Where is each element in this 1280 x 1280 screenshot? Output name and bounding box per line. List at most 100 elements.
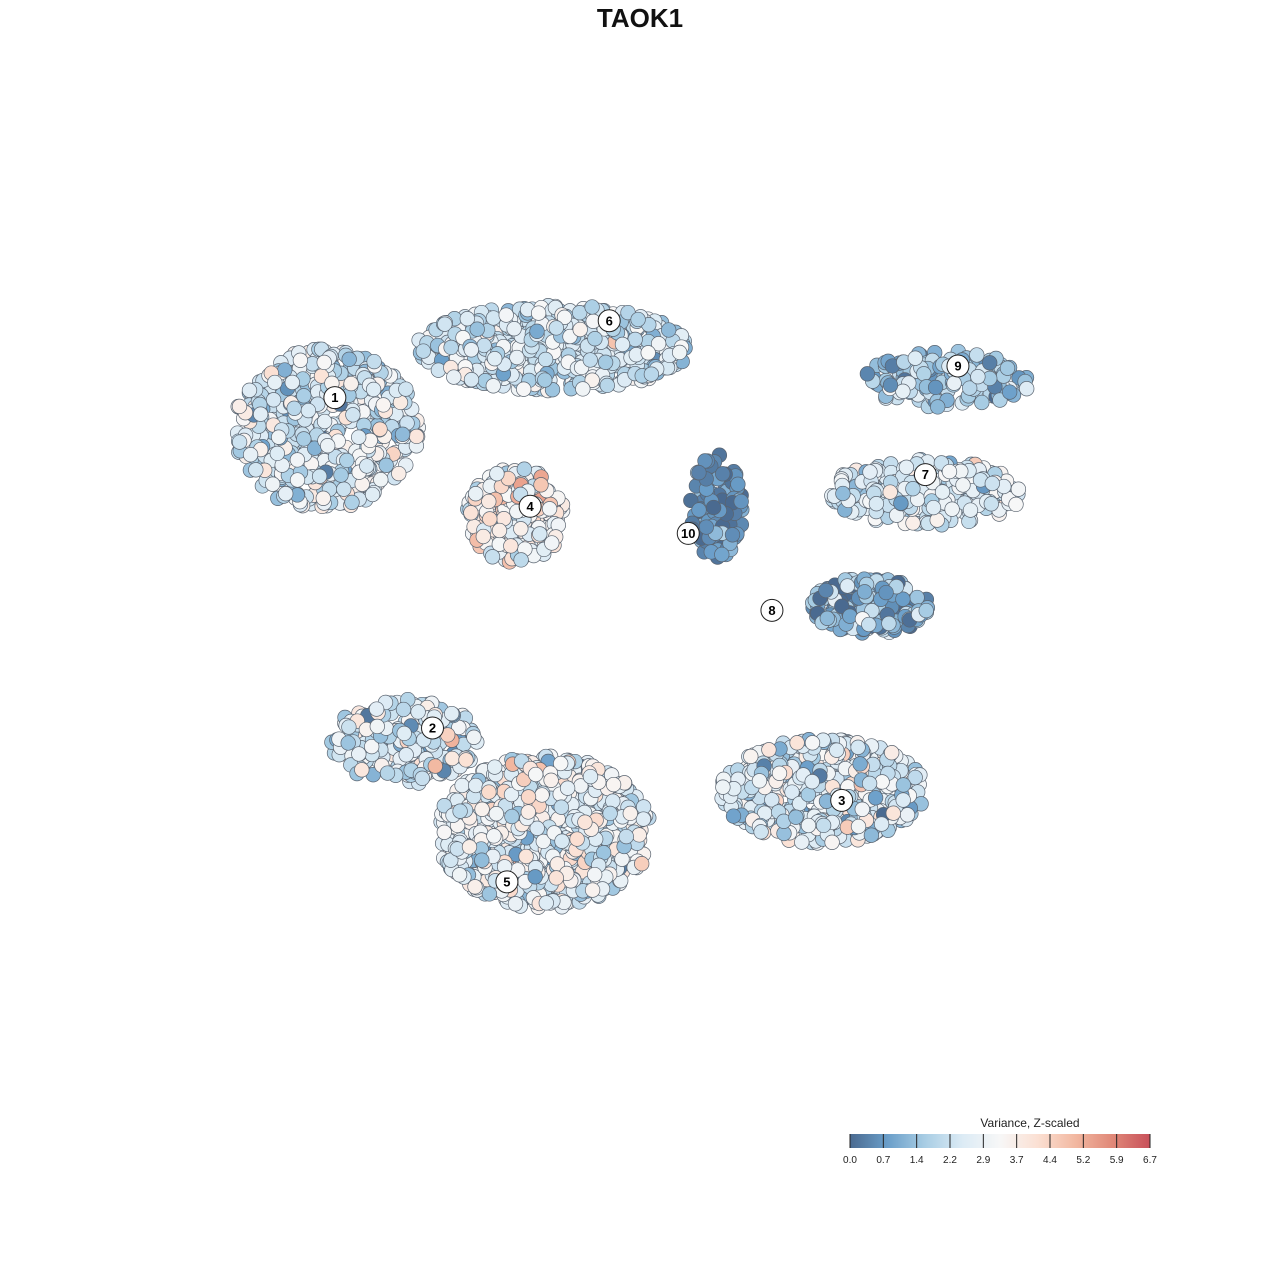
legend-tick-label: 0.0	[843, 1155, 857, 1166]
data-point	[878, 584, 894, 601]
cluster-label-badge	[913, 463, 937, 487]
cluster-label-badge	[946, 354, 970, 378]
data-point	[881, 615, 897, 632]
data-point	[705, 499, 722, 516]
data-point	[725, 808, 742, 824]
data-point	[351, 429, 367, 445]
data-point	[368, 701, 385, 717]
data-point	[398, 747, 414, 763]
data-point	[1002, 384, 1018, 400]
data-point	[577, 814, 593, 830]
data-point	[475, 528, 491, 545]
data-point	[839, 578, 856, 594]
cluster-label-text: 8	[768, 603, 775, 618]
data-point	[278, 486, 294, 502]
cluster-label-badge	[597, 309, 621, 333]
data-point	[463, 505, 479, 521]
legend-color-bar	[850, 1134, 1150, 1148]
cluster-label-text: 3	[838, 793, 845, 808]
legend-tick-label: 0.7	[876, 1155, 890, 1166]
data-point	[395, 701, 412, 718]
data-point	[863, 827, 880, 843]
data-point	[444, 705, 460, 722]
data-point	[983, 496, 999, 512]
cluster-label-7: 7	[913, 463, 937, 487]
data-point	[513, 521, 529, 537]
legend-tick-label: 1.4	[910, 1155, 924, 1166]
data-point	[372, 421, 388, 437]
legend-tick-label: 2.9	[976, 1155, 990, 1166]
data-point	[506, 321, 522, 337]
data-point	[481, 886, 498, 902]
data-point	[572, 321, 588, 338]
cluster-label-4: 4	[518, 494, 542, 518]
data-point	[630, 311, 646, 328]
cluster-label-badge	[760, 598, 784, 622]
cluster-label-text: 10	[681, 526, 695, 541]
data-point	[819, 610, 835, 626]
data-point	[529, 820, 545, 836]
data-point	[650, 336, 667, 352]
cluster-label-text: 9	[954, 359, 961, 374]
data-point	[852, 756, 868, 772]
data-point	[631, 827, 647, 843]
data-point	[789, 735, 805, 751]
data-point	[584, 299, 600, 315]
data-point	[408, 428, 425, 445]
data-point	[466, 729, 482, 745]
data-point	[824, 834, 840, 850]
data-point	[575, 381, 591, 397]
color-legend: Variance, Z-scaled 0.0 0.7 1.4 2.2 2.9 3.7 4.4…	[843, 1116, 1157, 1166]
cluster-labels: 1 6 9 7 4 10 8 2 3 5	[323, 309, 970, 894]
data-point	[468, 486, 484, 502]
data-point	[474, 801, 490, 817]
data-point	[733, 493, 749, 510]
data-point	[375, 397, 391, 413]
chart-title: TAOK1	[597, 3, 683, 33]
cluster-label-text: 2	[429, 721, 436, 736]
data-point	[503, 786, 520, 803]
data-point	[535, 833, 551, 850]
data-point	[538, 895, 554, 911]
data-point	[520, 804, 536, 820]
data-point	[373, 472, 389, 488]
data-point	[614, 851, 630, 867]
data-point	[231, 434, 248, 450]
data-point	[436, 798, 452, 814]
data-point	[597, 354, 614, 370]
legend-tick-label: 3.7	[1010, 1155, 1024, 1166]
data-point	[509, 349, 525, 366]
data-point	[436, 824, 452, 840]
data-point	[369, 718, 385, 735]
data-point	[635, 811, 652, 827]
data-point	[533, 477, 549, 493]
points-layer	[229, 298, 1035, 915]
data-point	[691, 465, 707, 481]
data-point	[311, 468, 328, 484]
data-point	[446, 369, 462, 385]
data-point	[459, 311, 475, 327]
data-point	[974, 394, 990, 411]
data-point	[730, 476, 746, 492]
data-point	[698, 519, 714, 535]
cluster-label-text: 1	[331, 390, 338, 405]
data-point	[599, 377, 615, 394]
data-point	[661, 322, 677, 338]
data-point	[582, 352, 598, 368]
data-point	[398, 381, 414, 397]
data-point	[850, 818, 867, 835]
data-point	[532, 526, 548, 542]
data-point	[513, 552, 529, 568]
data-point	[336, 481, 352, 497]
data-point	[907, 350, 923, 366]
data-point	[764, 792, 780, 808]
cluster-label-badge	[830, 788, 854, 812]
data-point	[315, 490, 331, 506]
legend-tick-label: 4.4	[1043, 1155, 1057, 1166]
data-point	[415, 343, 431, 359]
data-point	[850, 739, 866, 755]
data-point	[516, 381, 532, 397]
data-point	[618, 828, 634, 845]
cluster-label-badge	[676, 521, 700, 545]
data-point	[643, 366, 660, 382]
